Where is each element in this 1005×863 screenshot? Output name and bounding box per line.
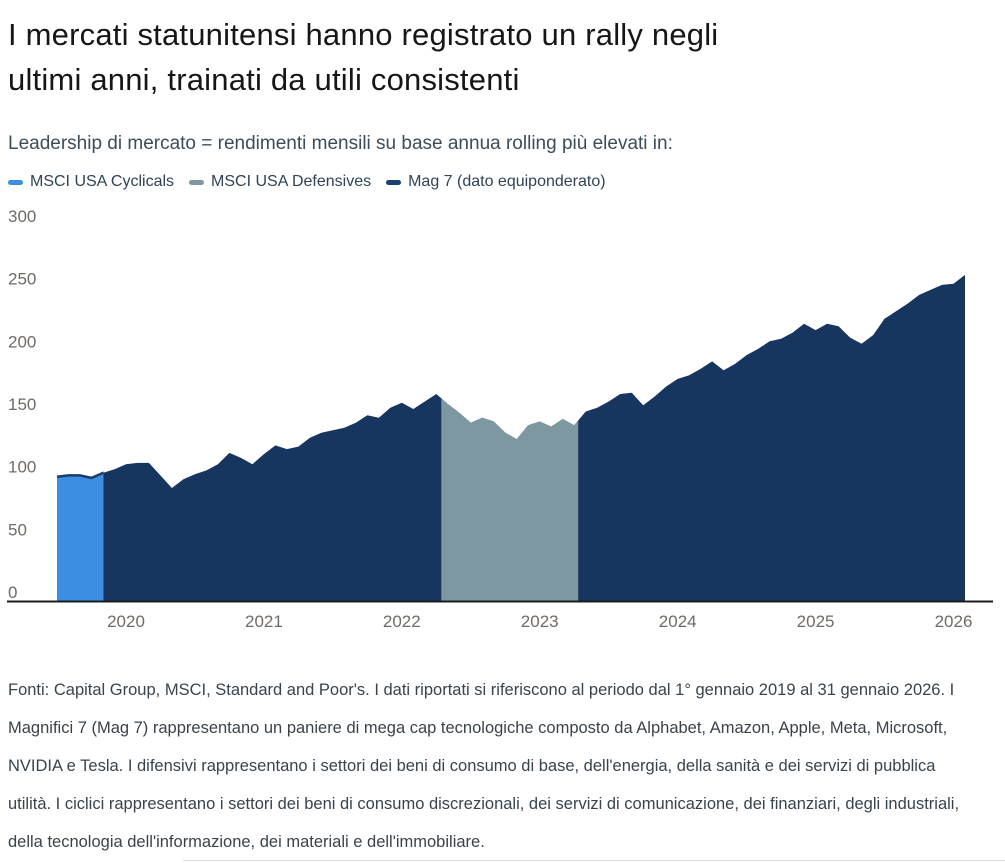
legend-label: Mag 7 (dato equiponderato) (408, 173, 606, 190)
legend-item-defensives[interactable]: MSCI USA Defensives (189, 173, 371, 191)
page-title-line-1: I mercati statunitensi hanno registrato … (8, 17, 719, 52)
x-tick-label: 2025 (797, 612, 835, 631)
legend-item-cyclicals[interactable]: MSCI USA Cyclicals (8, 173, 174, 191)
area-cyclicals (57, 472, 104, 601)
y-tick-label: 300 (8, 207, 36, 226)
x-tick-label: 2022 (383, 612, 421, 631)
mag7-swatch-icon (386, 179, 402, 185)
area-cyclicals-top-edge (56, 471, 104, 480)
legend-label: MSCI USA Defensives (211, 173, 372, 190)
page-title-line-2: ultimi anni, trainati da utili consisten… (8, 62, 520, 97)
legend-item-mag7[interactable]: Mag 7 (dato equiponderato) (386, 173, 606, 191)
x-tick-label: 2020 (107, 612, 145, 631)
y-tick-label: 200 (8, 332, 36, 351)
x-tick-label: 2021 (245, 612, 283, 631)
chart-subtitle: Leadership di mercato = rendimenti mensi… (8, 133, 673, 154)
area-defensives (441, 398, 579, 601)
x-tick-label: 2026 (935, 612, 973, 631)
defensives-swatch-icon (189, 179, 205, 185)
area-chart: 0 50 100 150 200 250 300 2020 2021 2022 2023 2024 20… (7, 207, 993, 631)
page-title: I mercati statunitensi hanno registrato … (8, 12, 988, 102)
x-tick-label: 2024 (659, 612, 697, 631)
chart-legend: MSCI USA Cyclicals MSCI USA Defensives M… (8, 173, 606, 191)
y-tick-label: 0 (8, 583, 17, 602)
legend-label: MSCI USA Cyclicals (30, 173, 175, 190)
source-footnote: Fonti: Capital Group, MSCI, Standard and… (8, 681, 960, 851)
y-tick-label: 100 (8, 458, 36, 477)
bottom-divider (183, 860, 1005, 861)
y-tick-label: 150 (8, 395, 36, 414)
x-tick-label: 2023 (521, 612, 559, 631)
cyclicals-swatch-icon (8, 179, 23, 185)
y-tick-label: 250 (8, 270, 36, 289)
y-tick-label: 50 (8, 520, 27, 539)
